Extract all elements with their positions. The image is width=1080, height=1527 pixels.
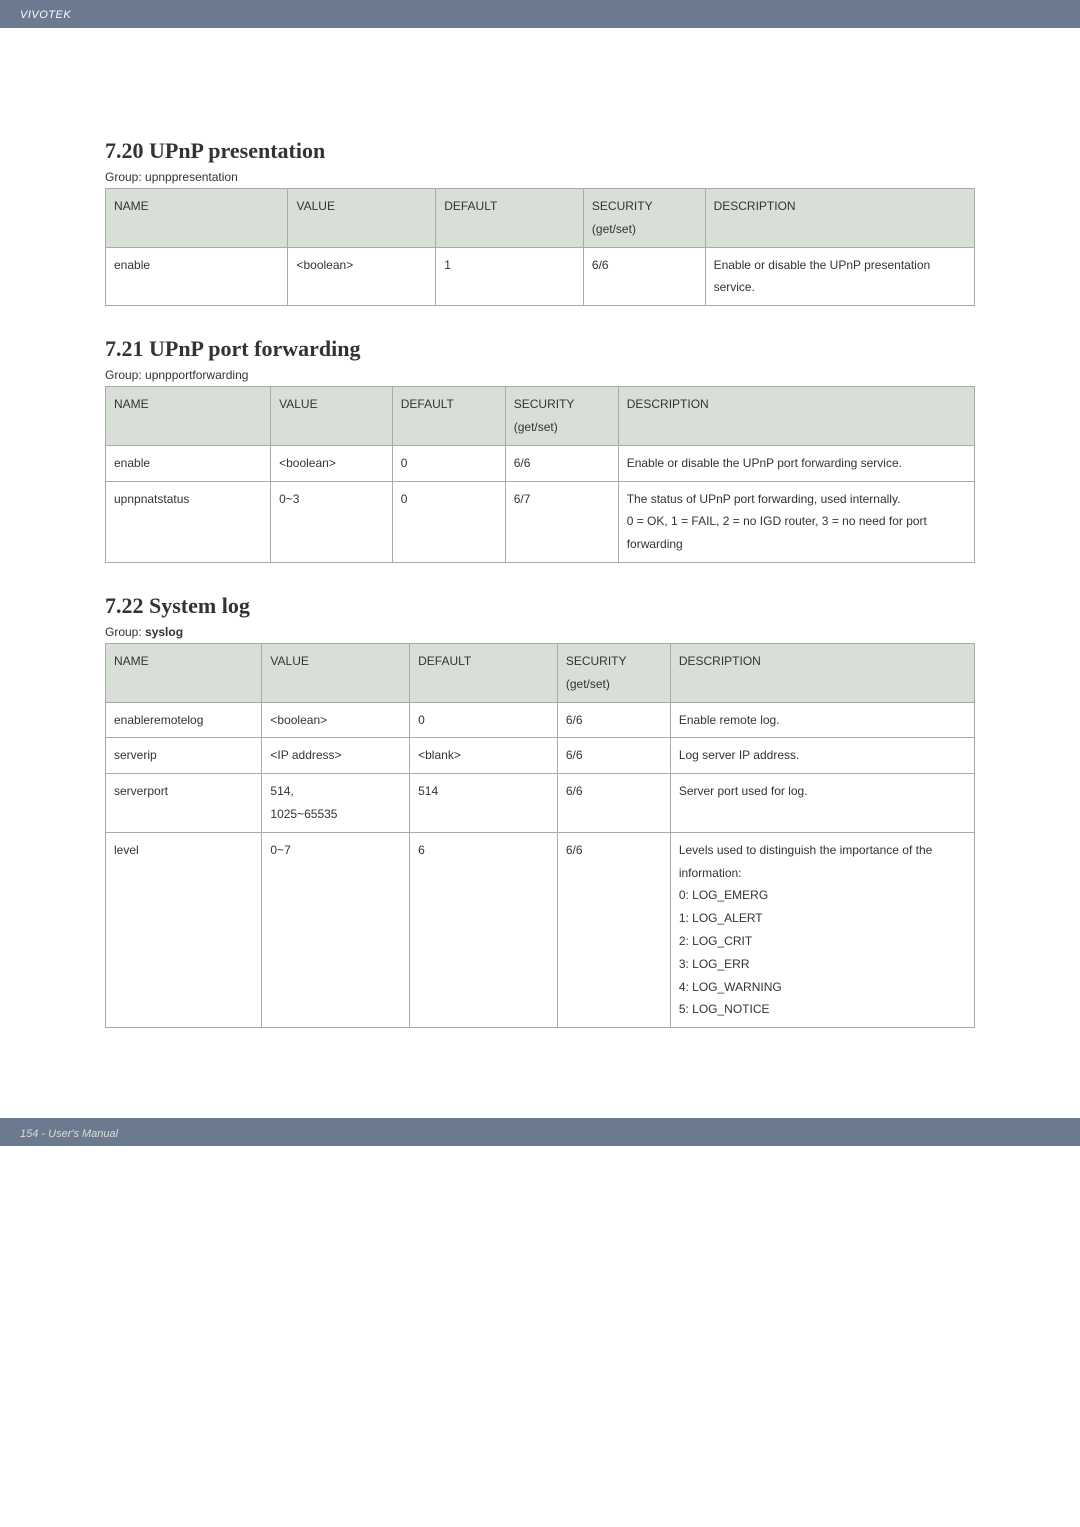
cell-default: 1 (436, 247, 584, 306)
cell-security: 6/6 (557, 832, 670, 1027)
table-row: enableremotelog <boolean> 0 6/6 Enable r… (106, 702, 975, 738)
col-security: SECURITY(get/set) (505, 387, 618, 446)
table-row: serverip <IP address> <blank> 6/6 Log se… (106, 738, 975, 774)
footer-text: 154 - User's Manual (20, 1128, 118, 1140)
table-syslog: NAME VALUE DEFAULT SECURITY(get/set) DES… (105, 643, 975, 1028)
cell-name: serverip (106, 738, 262, 774)
table-header-row: NAME VALUE DEFAULT SECURITY(get/set) DES… (106, 189, 975, 248)
cell-name: enableremotelog (106, 702, 262, 738)
table-upnp-presentation: NAME VALUE DEFAULT SECURITY(get/set) DES… (105, 188, 975, 306)
table-row: level 0~7 6 6/6 Levels used to distingui… (106, 832, 975, 1027)
cell-security: 6/6 (505, 445, 618, 481)
footer-bar: 154 - User's Manual (0, 1118, 1080, 1146)
cell-default: 0 (410, 702, 558, 738)
group-prefix: Group: (105, 170, 145, 184)
cell-security: 6/6 (557, 774, 670, 833)
col-default: DEFAULT (410, 643, 558, 702)
group-name: upnpportforwarding (145, 368, 248, 382)
cell-value: 0~3 (271, 481, 393, 562)
group-label-syslog: Group: syslog (105, 625, 975, 639)
page-content: 7.20 UPnP presentation Group: upnppresen… (0, 28, 1080, 1118)
group-name: upnppresentation (145, 170, 238, 184)
col-name: NAME (106, 189, 288, 248)
cell-description: Log server IP address. (670, 738, 974, 774)
table-row: enable <boolean> 1 6/6 Enable or disable… (106, 247, 975, 306)
cell-default: 0 (392, 481, 505, 562)
group-label-upnp-presentation: Group: upnppresentation (105, 170, 975, 184)
cell-default: <blank> (410, 738, 558, 774)
header-bar: VIVOTEK (0, 0, 1080, 28)
cell-description: Enable remote log. (670, 702, 974, 738)
cell-name: enable (106, 445, 271, 481)
col-value: VALUE (262, 643, 410, 702)
col-value: VALUE (271, 387, 393, 446)
cell-security: 6/6 (557, 702, 670, 738)
col-description: DESCRIPTION (705, 189, 974, 248)
cell-name: enable (106, 247, 288, 306)
cell-value: <boolean> (288, 247, 436, 306)
table-header-row: NAME VALUE DEFAULT SECURITY(get/set) DES… (106, 643, 975, 702)
cell-name: serverport (106, 774, 262, 833)
col-description: DESCRIPTION (618, 387, 974, 446)
cell-security: 6/7 (505, 481, 618, 562)
cell-security: 6/6 (557, 738, 670, 774)
group-label-upnp-portforwarding: Group: upnpportforwarding (105, 368, 975, 382)
col-security: SECURITY(get/set) (583, 189, 705, 248)
cell-name: upnpnatstatus (106, 481, 271, 562)
table-header-row: NAME VALUE DEFAULT SECURITY(get/set) DES… (106, 387, 975, 446)
cell-description: Levels used to distinguish the importanc… (670, 832, 974, 1027)
brand-text: VIVOTEK (20, 9, 71, 21)
col-description: DESCRIPTION (670, 643, 974, 702)
table-row: upnpnatstatus 0~3 0 6/7 The status of UP… (106, 481, 975, 562)
cell-default: 514 (410, 774, 558, 833)
cell-value: <boolean> (271, 445, 393, 481)
table-row: serverport 514,1025~65535 514 6/6 Server… (106, 774, 975, 833)
cell-value: 514,1025~65535 (262, 774, 410, 833)
section-heading-upnp-portforwarding: 7.21 UPnP port forwarding (105, 336, 975, 362)
section-heading-syslog: 7.22 System log (105, 593, 975, 619)
cell-value: 0~7 (262, 832, 410, 1027)
group-prefix: Group: (105, 625, 145, 639)
col-default: DEFAULT (392, 387, 505, 446)
cell-description: Enable or disable the UPnP port forwardi… (618, 445, 974, 481)
table-row: enable <boolean> 0 6/6 Enable or disable… (106, 445, 975, 481)
group-name: syslog (145, 625, 183, 639)
cell-name: level (106, 832, 262, 1027)
cell-value: <boolean> (262, 702, 410, 738)
cell-description: Enable or disable the UPnP presentation … (705, 247, 974, 306)
cell-default: 0 (392, 445, 505, 481)
cell-security: 6/6 (583, 247, 705, 306)
col-value: VALUE (288, 189, 436, 248)
table-upnp-portforwarding: NAME VALUE DEFAULT SECURITY(get/set) DES… (105, 386, 975, 563)
cell-description: The status of UPnP port forwarding, used… (618, 481, 974, 562)
cell-description: Server port used for log. (670, 774, 974, 833)
group-prefix: Group: (105, 368, 145, 382)
cell-default: 6 (410, 832, 558, 1027)
col-name: NAME (106, 643, 262, 702)
col-name: NAME (106, 387, 271, 446)
section-heading-upnp-presentation: 7.20 UPnP presentation (105, 138, 975, 164)
cell-value: <IP address> (262, 738, 410, 774)
col-security: SECURITY(get/set) (557, 643, 670, 702)
col-default: DEFAULT (436, 189, 584, 248)
